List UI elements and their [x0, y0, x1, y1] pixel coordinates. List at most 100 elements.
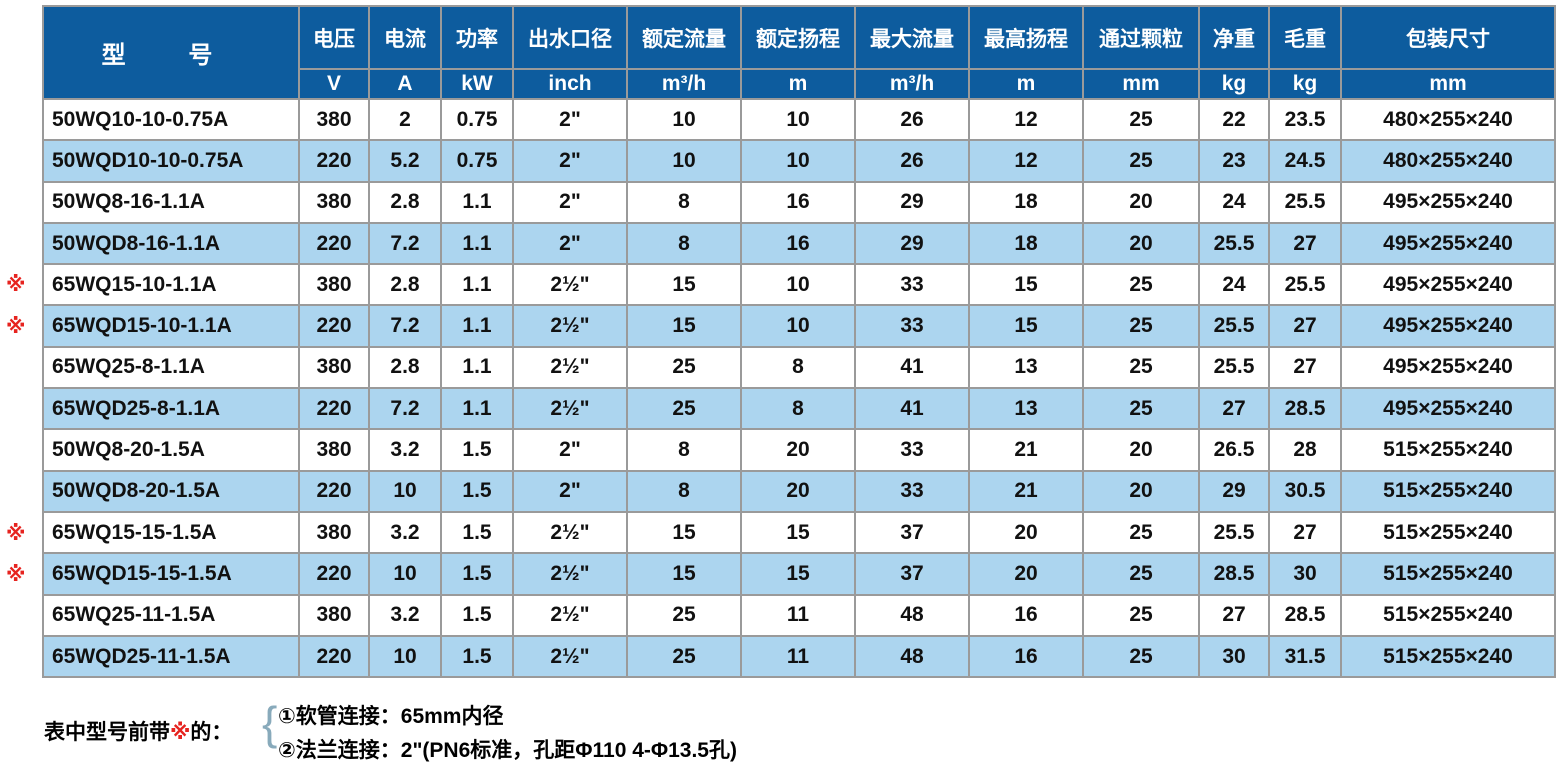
model-cell: 50WQ8-20-1.5A	[42, 428, 300, 472]
header-8: 通过颗粒	[1082, 5, 1200, 70]
value-cell: 25	[1082, 593, 1200, 637]
highlight-mark: ※	[6, 522, 26, 545]
value-cell: 21	[968, 469, 1084, 513]
value-cell: 1.1	[440, 304, 514, 348]
table-row: 50WQ10-10-0.75A 380 2 0.75 2" 10 10 26 12 25 22 23.…	[42, 97, 1556, 142]
value-cell: 41	[854, 387, 970, 431]
value-cell: 21	[968, 428, 1084, 472]
value-cell: 24.5	[1268, 139, 1342, 183]
value-cell: 220	[298, 634, 370, 679]
value-cell: 25.5	[1198, 345, 1270, 390]
value-cell: 25	[626, 634, 742, 679]
value-cell: 3.2	[368, 428, 442, 472]
value-cell: 20	[968, 510, 1084, 555]
value-cell: 11	[740, 593, 856, 637]
value-cell: 495×255×240	[1340, 263, 1556, 307]
value-cell: 8	[740, 387, 856, 431]
value-cell: 0.75	[440, 97, 514, 142]
value-cell: 16	[968, 593, 1084, 637]
model-cell: 65WQ15-10-1.1A	[42, 263, 300, 307]
footnote-mark: ※	[170, 721, 191, 744]
value-cell: 16	[740, 221, 856, 266]
model-cell: 65WQD15-15-1.5A	[42, 552, 300, 596]
value-cell: 2"	[512, 97, 628, 142]
value-cell: 10	[368, 634, 442, 679]
value-cell: 15	[626, 510, 742, 555]
header-unit-7: m	[968, 68, 1084, 100]
value-cell: 7.2	[368, 221, 442, 266]
header-model: 型 号	[42, 5, 300, 100]
value-cell: 1.5	[440, 469, 514, 513]
value-cell: 8	[626, 469, 742, 513]
value-cell: 2.8	[368, 263, 442, 307]
value-cell: 1.1	[440, 263, 514, 307]
value-cell: 25	[626, 387, 742, 431]
value-cell: 13	[968, 345, 1084, 390]
header-11: 包装尺寸	[1340, 5, 1556, 70]
value-cell: 3.2	[368, 593, 442, 637]
model-cell: 50WQ10-10-0.75A	[42, 97, 300, 142]
table-row: 50WQD8-20-1.5A 220 10 1.5 2" 8 20 33 21 20 29 30.5 5…	[42, 469, 1556, 513]
value-cell: 515×255×240	[1340, 428, 1556, 472]
table-row: 65WQ25-11-1.5A 380 3.2 1.5 2½" 25 11 48 16 25 27 28…	[42, 593, 1556, 637]
value-cell: 20	[1082, 428, 1200, 472]
value-cell: 16	[740, 180, 856, 224]
value-cell: 1.1	[440, 345, 514, 390]
header-10: 毛重	[1268, 5, 1342, 70]
footnote-prefix-suffix: 的：	[190, 721, 233, 744]
value-cell: 515×255×240	[1340, 552, 1556, 596]
header-5: 额定扬程	[740, 5, 856, 70]
table-row: 50WQ8-16-1.1A 380 2.8 1.1 2" 8 16 29 18 20 24 25.5 4…	[42, 180, 1556, 224]
value-cell: 380	[298, 593, 370, 637]
highlight-mark: ※	[6, 315, 26, 338]
header-1: 电流	[368, 5, 442, 70]
table-row: 65WQD15-15-1.5A 220 10 1.5 2½" 15 15 37 20 25 28.5…	[42, 552, 1556, 596]
value-cell: 30.5	[1268, 469, 1342, 513]
value-cell: 7.2	[368, 304, 442, 348]
value-cell: 220	[298, 552, 370, 596]
table-row: 50WQD8-16-1.1A 220 7.2 1.1 2" 8 16 29 18 20 25.5 27…	[42, 221, 1556, 266]
value-cell: 37	[854, 552, 970, 596]
header-unit-2: kW	[440, 68, 514, 100]
table-row: 65WQD25-11-1.5A 220 10 1.5 2½" 25 11 48 16 25 30 31…	[42, 634, 1556, 679]
value-cell: 515×255×240	[1340, 593, 1556, 637]
value-cell: 16	[968, 634, 1084, 679]
value-cell: 41	[854, 345, 970, 390]
header-3: 出水口径	[512, 5, 628, 70]
value-cell: 25	[626, 593, 742, 637]
value-cell: 2½"	[512, 345, 628, 390]
value-cell: 2"	[512, 428, 628, 472]
header-6: 最大流量	[854, 5, 970, 70]
value-cell: 2.8	[368, 180, 442, 224]
pump-spec-table: 型 号 电压 电流 功率 出水口径 额定流量 额定扬程 最大流量 最高扬程 通过颗粒 净重 毛重 包装…	[42, 5, 1556, 679]
value-cell: 26.5	[1198, 428, 1270, 472]
value-cell: 37	[854, 510, 970, 555]
footnote-prefix-text: 表中型号前带	[44, 721, 170, 744]
footnote-prefix: 表中型号前带※的：	[44, 716, 232, 746]
value-cell: 515×255×240	[1340, 634, 1556, 679]
value-cell: 10	[740, 139, 856, 183]
model-cell: 50WQ8-16-1.1A	[42, 180, 300, 224]
footnote-item-1: ①软管连接：65mm内径	[278, 705, 504, 728]
value-cell: 28	[1268, 428, 1342, 472]
value-cell: 380	[298, 510, 370, 555]
value-cell: 25	[626, 345, 742, 390]
value-cell: 10	[740, 304, 856, 348]
value-cell: 26	[854, 97, 970, 142]
value-cell: 27	[1198, 593, 1270, 637]
value-cell: 23.5	[1268, 97, 1342, 142]
value-cell: 29	[854, 180, 970, 224]
value-cell: 29	[1198, 469, 1270, 513]
value-cell: 33	[854, 428, 970, 472]
value-cell: 380	[298, 428, 370, 472]
value-cell: 380	[298, 345, 370, 390]
value-cell: 220	[298, 221, 370, 266]
header-unit-6: m³/h	[854, 68, 970, 100]
value-cell: 515×255×240	[1340, 469, 1556, 513]
value-cell: 495×255×240	[1340, 345, 1556, 390]
header-0: 电压	[298, 5, 370, 70]
model-cell: 65WQD25-8-1.1A	[42, 387, 300, 431]
table-row: 65WQD15-10-1.1A 220 7.2 1.1 2½" 15 10 33 15 25 25.…	[42, 304, 1556, 348]
value-cell: 2½"	[512, 510, 628, 555]
value-cell: 20	[1082, 221, 1200, 266]
